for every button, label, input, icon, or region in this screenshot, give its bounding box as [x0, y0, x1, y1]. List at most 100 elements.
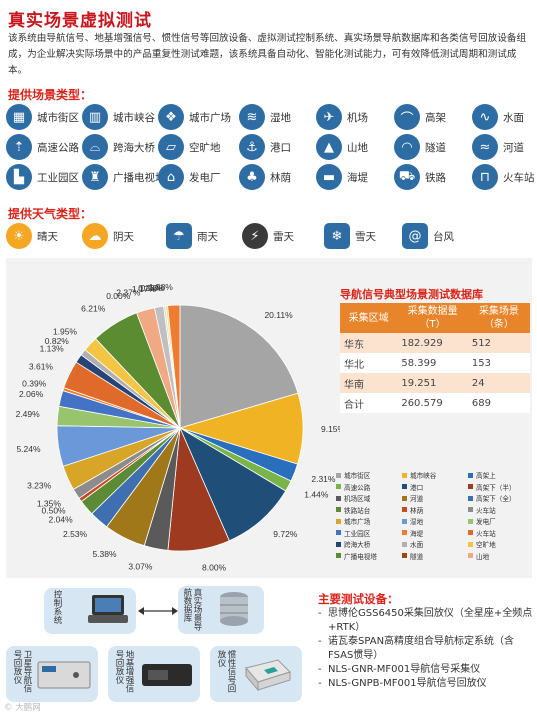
legend-label: 广播电视塔 [344, 552, 377, 561]
scene-label: 港口 [270, 141, 291, 154]
scene-item: ▲ 山地 [316, 132, 368, 162]
legend-swatch [468, 518, 473, 524]
legend-label: 火车站 [476, 506, 496, 515]
legend-label: 高速公路 [344, 483, 371, 492]
river-icon: ≈ [472, 134, 498, 160]
scene-item: ∿ 水面 [472, 102, 524, 132]
cloudy-icon: ☁ [82, 223, 108, 249]
scene-label: 空旷地 [189, 141, 221, 154]
legend-label: 海堤 [410, 529, 424, 538]
legend-swatch [336, 518, 341, 524]
rain-icon: ☂ [166, 223, 192, 249]
scene-label: 水面 [503, 111, 524, 124]
col-header: 采集场景（条） [467, 303, 530, 333]
scene-item: ⊓ 火车站 [472, 162, 535, 192]
col-header: 采集数据量（T） [397, 303, 468, 333]
legend-item: 水面 [402, 539, 423, 549]
pie-data-label: 1.58% [149, 282, 174, 292]
scene-item: ◠ 隧道 [394, 132, 446, 162]
scene-label: 发电厂 [189, 171, 221, 184]
table-row: 华东 182.929 512 [340, 333, 530, 353]
col-header: 采集区域 [340, 303, 398, 333]
scene-item: ▦ 城市街区 [6, 102, 79, 132]
pie-data-label: 2.49% [16, 409, 41, 419]
legend-swatch [468, 484, 473, 489]
scene-item: ⇡ 高速公路 [6, 132, 79, 162]
legend-item: 跨海大桥 [336, 539, 370, 549]
weather-label: 雨天 [197, 230, 218, 243]
scene-item: ❖ 城市广场 [158, 102, 231, 132]
legend-label: 林荫 [410, 506, 424, 515]
legend-label: 城市街区 [344, 472, 371, 480]
legend-item: 湿地 [402, 516, 423, 526]
pie-data-label: 2.31% [311, 474, 336, 484]
system-diagram: 控制系统 真实场景导航数据库 卫星导航信号回放仪 地基增强信号回放仪 惯性信号回… [0, 580, 537, 717]
pie-data-label: 2.06% [19, 389, 44, 399]
legend-swatch [468, 530, 473, 535]
weather-label: 雷天 [273, 230, 294, 243]
legend-swatch [336, 553, 341, 558]
legend-label: 空旷地 [476, 541, 496, 549]
weather-item: ☀ 晴天 [6, 221, 58, 251]
scene-item: ⌒ 高架 [394, 102, 446, 132]
legend-item: 高架上 [468, 470, 496, 480]
ins-label: 惯性信号回放仪 [216, 650, 236, 693]
pie-slice [179, 427, 287, 542]
scene-item: ♜ 广播电视塔 [82, 162, 166, 192]
legend-item: 广播电视塔 [336, 551, 377, 561]
scene-label: 火车站 [503, 171, 535, 184]
pie-data-label: 1.17% [132, 284, 157, 294]
scene-item: ▙ 工业园区 [6, 162, 79, 192]
legend-item: 工业园区 [336, 528, 370, 538]
gnss-device-icon [37, 661, 91, 689]
equipment-text: NLS-GNPB-MF001导航信号回放仪 [328, 678, 487, 689]
legend-label: 河道 [410, 495, 424, 503]
weather-label: 雪天 [355, 230, 376, 243]
scene-item: ♣ 林荫 [239, 162, 291, 192]
snow-icon: ❄ [324, 223, 350, 249]
legend-item: 铁路站台 [336, 505, 370, 515]
scene-label: 海堤 [347, 171, 368, 184]
legend-label: 铁路站台 [344, 506, 371, 515]
legend-label: 城市峡谷 [410, 472, 437, 480]
scene-label: 城市峡谷 [113, 111, 155, 124]
pie-data-label: 1.35% [37, 499, 62, 509]
city-square-icon: ❖ [158, 104, 184, 130]
legend-swatch [468, 472, 473, 478]
pie-data-label: 0.82% [45, 336, 70, 346]
legend-swatch [468, 541, 473, 547]
pie-data-label: 1.13% [40, 343, 65, 353]
scene-item: ⚓ 港口 [239, 132, 291, 162]
legend-swatch [402, 518, 407, 524]
legend-label: 城市广场 [344, 518, 371, 526]
legend-swatch [336, 507, 341, 512]
weather-item: ⚡ 雷天 [242, 221, 294, 251]
scene-label: 隧道 [425, 141, 446, 154]
typhoon-icon: @ [402, 223, 428, 249]
equipment-text: 诺瓦泰SPAN高精度组合导航标定系统（含FSAS惯导） [328, 636, 515, 661]
equipment-title: 主要测试设备： [318, 592, 399, 606]
page-title: 真实场景虚拟测试 [8, 11, 152, 31]
legend-swatch [402, 495, 407, 501]
legend-label: 发电厂 [476, 518, 496, 526]
scene-label: 林荫 [270, 171, 291, 184]
table-cell: 182.929 [397, 333, 468, 353]
highway-icon: ⇡ [6, 134, 32, 160]
scene-label: 高速公路 [37, 141, 79, 154]
mountain-icon: ▲ [316, 134, 342, 160]
pie-data-label: 5.38% [92, 549, 117, 559]
pie-data-label: 0.26% [138, 283, 163, 293]
legend-label: 高架下（半） [476, 483, 516, 492]
railway-icon: ⛟ [394, 164, 420, 190]
water-surface-icon: ∿ [472, 104, 498, 130]
pie-data-label: 2.53% [63, 529, 88, 539]
weather-item: ☁ 阴天 [82, 221, 134, 251]
scene-label: 河道 [503, 141, 524, 154]
airport-icon: ✈ [316, 104, 342, 130]
pie-slice [167, 304, 181, 429]
equipment-list: - 思博伦GSS6450采集回放仪（全星座+全频点+RTK） - 诺瓦泰SPAN高精… [318, 607, 533, 691]
table-cell: 华北 [340, 353, 398, 373]
legend-item: 高架下（半） [468, 482, 516, 492]
weather-label: 台风 [433, 230, 454, 243]
legend-item: 城市街区 [336, 470, 370, 480]
